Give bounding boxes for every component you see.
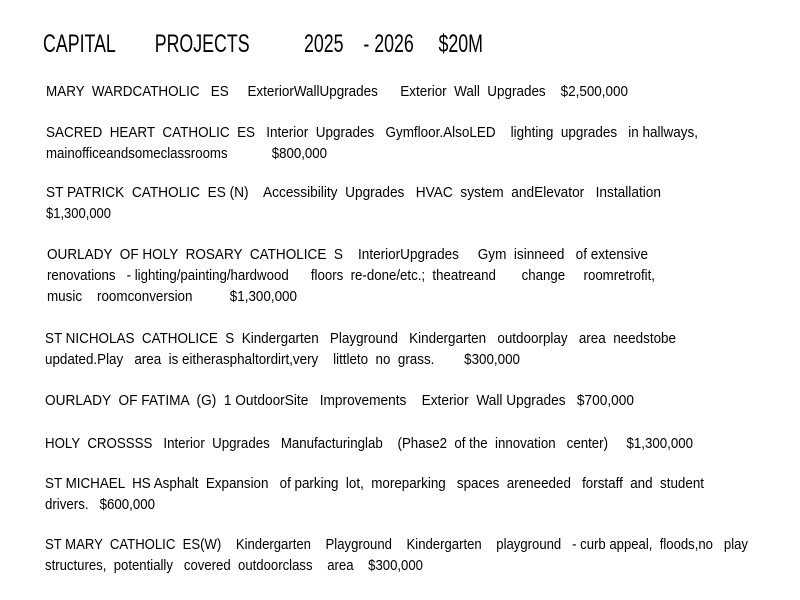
project-text-line: mainofficeandsomeclassrooms $800,000 — [46, 145, 327, 162]
project-text-line: music roomconversion $1,300,000 — [47, 288, 297, 305]
project-text-line: ST MICHAEL HS Asphalt Expansion of parki… — [45, 475, 704, 492]
project-text-line: structures, potentially covered outdoorc… — [45, 557, 423, 574]
document-title: CAPITAL PROJECTS 2025 - 2026 $20M — [43, 30, 483, 58]
project-text-line: updated.Play area is eitherasphaltordirt… — [45, 351, 520, 368]
project-text-line: HOLY CROSSSS Interior Upgrades Manufactu… — [45, 435, 693, 452]
project-text-line: ST NICHOLAS CATHOLICE S Kindergarten Pla… — [45, 330, 676, 347]
project-text-line: renovations - lighting/painting/hardwood… — [47, 267, 655, 284]
project-text-line: ST PATRICK CATHOLIC ES (N) Accessibility… — [46, 184, 661, 201]
project-text-line: ST MARY CATHOLIC ES(W) Kindergarten Play… — [45, 536, 748, 553]
project-text-line: MARY WARDCATHOLIC ES ExteriorWallUpgrade… — [46, 83, 628, 100]
project-text-line: SACRED HEART CATHOLIC ES Interior Upgrad… — [46, 124, 698, 141]
project-text-line: OURLADY OF HOLY ROSARY CATHOLICE S Inter… — [47, 246, 648, 263]
project-text-line: drivers. $600,000 — [45, 496, 155, 513]
project-text-line: $1,300,000 — [46, 205, 111, 222]
project-text-line: OURLADY OF FATIMA (G) 1 OutdoorSite Impr… — [45, 392, 634, 409]
